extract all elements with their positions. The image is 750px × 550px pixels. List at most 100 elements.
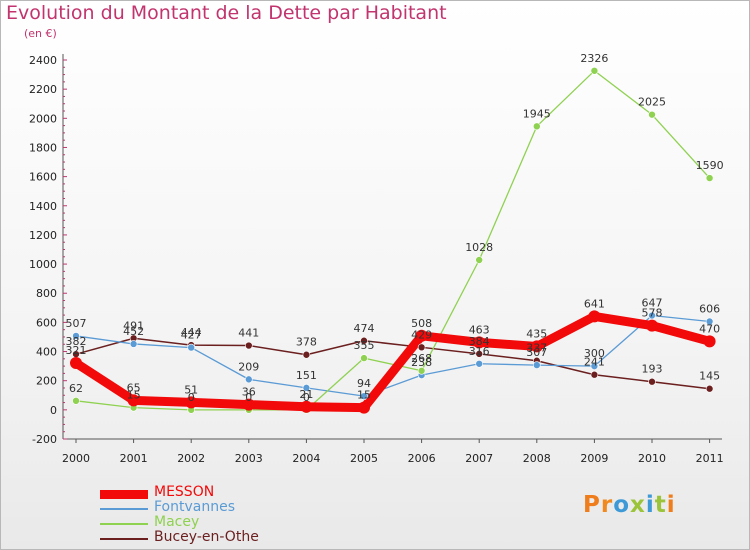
point-messon <box>646 319 658 332</box>
data-label-messon: 36 <box>242 386 256 399</box>
data-label-bucey-en-othe: 491 <box>123 319 144 332</box>
point-bucey-en-othe <box>245 341 253 350</box>
series-points <box>70 66 716 414</box>
y-tick-label: 1200 <box>29 229 57 242</box>
legend-swatch-fontvannes <box>100 508 148 510</box>
point-messon <box>473 336 486 349</box>
legend-swatch-bucey-en-othe <box>100 538 148 540</box>
data-label-bucey-en-othe: 382 <box>66 335 87 348</box>
data-label-fontvannes: 606 <box>699 303 720 316</box>
point-messon <box>530 340 543 353</box>
point-messon <box>185 396 198 409</box>
point-messon <box>70 357 82 370</box>
y-tick-label: 400 <box>36 346 57 359</box>
data-label-macey: 62 <box>69 382 83 395</box>
data-label-macey: 0 <box>303 391 310 404</box>
series-lines <box>71 70 715 413</box>
data-label-macey: 268 <box>411 352 432 365</box>
point-macey <box>475 256 484 264</box>
legend-label-macey: Macey <box>154 514 200 530</box>
data-label-bucey-en-othe: 429 <box>411 328 432 341</box>
y-tick-label: 1800 <box>29 141 57 154</box>
legend-label-messon: MESSON <box>154 484 215 500</box>
series-line-macey <box>75 70 711 411</box>
point-messon <box>242 398 255 411</box>
point-fontvannes <box>532 361 541 369</box>
data-label-macey: 1590 <box>696 159 724 172</box>
y-tick-label: 800 <box>36 287 57 300</box>
data-label-fontvannes: 94 <box>357 377 371 390</box>
point-macey <box>360 354 368 362</box>
data-label-messon: 435 <box>526 327 547 340</box>
data-label-fontvannes: 427 <box>181 329 202 342</box>
data-label-bucey-en-othe: 378 <box>296 336 317 349</box>
x-tick-label: 2005 <box>350 452 378 465</box>
data-label-messon: 470 <box>699 322 720 335</box>
data-label-macey: 1945 <box>523 107 551 120</box>
series-line-messon <box>71 311 715 413</box>
series-line-fontvannes <box>75 314 711 397</box>
data-label-macey: 0 <box>188 391 195 404</box>
point-messon <box>358 401 370 414</box>
point-fontvannes <box>187 343 195 352</box>
y-tick-label: -200 <box>32 433 57 446</box>
data-label-fontvannes: 151 <box>296 369 317 382</box>
data-label-bucey-en-othe: 241 <box>584 356 605 369</box>
data-label-fontvannes: 452 <box>123 325 144 338</box>
x-tick-label: 2002 <box>177 452 205 465</box>
point-bucey-en-othe <box>360 336 368 345</box>
legend-swatch-macey <box>100 523 148 525</box>
data-label-bucey-en-othe: 441 <box>238 327 259 340</box>
legend-swatch-messon <box>100 489 148 499</box>
y-tick-label: 2000 <box>29 112 57 125</box>
data-label-macey: 355 <box>354 339 375 352</box>
data-label-macey: 0 <box>245 391 252 404</box>
point-fontvannes <box>475 359 484 368</box>
point-bucey-en-othe <box>590 370 599 379</box>
x-tick-label: 2000 <box>62 452 90 465</box>
point-macey <box>705 174 714 182</box>
x-tick-label: 2006 <box>408 452 436 465</box>
y-tick-label: 1000 <box>29 258 57 271</box>
data-label-messon: 51 <box>184 383 198 396</box>
point-fontvannes <box>705 317 714 326</box>
data-label-messon: 65 <box>127 381 141 394</box>
data-label-bucey-en-othe: 145 <box>699 370 720 383</box>
point-macey <box>648 110 656 119</box>
x-tick-label: 2011 <box>696 452 724 465</box>
data-label-messon: 321 <box>66 344 87 357</box>
data-label-fontvannes: 307 <box>526 346 547 359</box>
y-tick-label: 0 <box>50 404 57 417</box>
series-line-bucey-en-othe <box>75 337 711 390</box>
data-label-fontvannes: 647 <box>642 297 663 310</box>
y-tick-label: 1400 <box>29 200 57 213</box>
chart-title: Evolution du Montant de la Dette par Hab… <box>6 2 447 24</box>
x-tick-label: 2001 <box>120 452 148 465</box>
data-label-fontvannes: 209 <box>238 360 259 373</box>
y-tick-label: 600 <box>36 316 57 329</box>
data-label-macey: 2025 <box>638 96 666 109</box>
x-tick-label: 2009 <box>580 452 608 465</box>
point-messon <box>588 310 601 323</box>
point-bucey-en-othe <box>705 384 714 393</box>
point-bucey-en-othe <box>302 350 311 359</box>
data-label-bucey-en-othe: 193 <box>642 363 663 376</box>
legend-label-bucey-en-othe: Bucey-en-Othe <box>154 529 259 545</box>
point-macey <box>532 122 541 131</box>
point-messon <box>415 329 428 342</box>
data-label-messon: 21 <box>299 388 313 401</box>
x-tick-label: 2004 <box>292 452 320 465</box>
legend-label-fontvannes: Fontvannes <box>154 499 235 515</box>
point-macey <box>417 366 426 375</box>
point-fontvannes <box>72 332 80 340</box>
point-messon <box>703 335 716 348</box>
point-macey <box>590 66 599 75</box>
data-label-macey: 15 <box>127 389 141 402</box>
point-bucey-en-othe <box>417 343 426 352</box>
point-fontvannes <box>590 362 599 370</box>
point-fontvannes <box>648 311 656 320</box>
point-bucey-en-othe <box>475 350 484 358</box>
point-macey <box>72 397 80 405</box>
